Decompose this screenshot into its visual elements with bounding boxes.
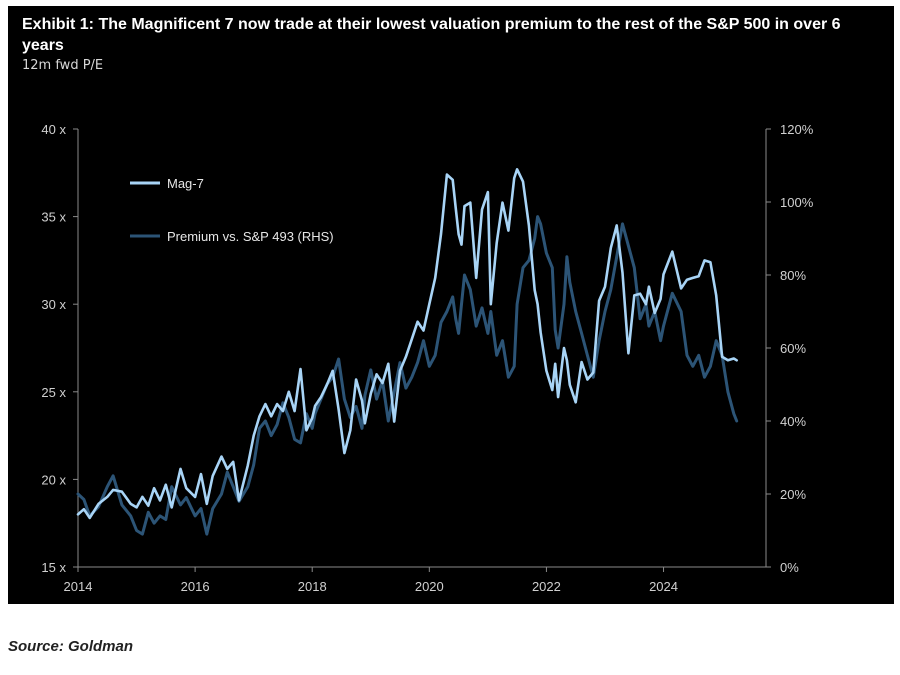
x-tick-label-2014: 2014 [64, 579, 93, 594]
y-right-tick-label-80: 80% [780, 268, 806, 283]
plot-area: 2014 2016 2018 2020 2022 2024 15 x 20 x 25 x 30 x… [41, 122, 813, 594]
y-right-tick-label-100: 100% [780, 195, 814, 210]
chart-subtitle: 12m fwd P/E [22, 58, 104, 73]
series-line-premium [76, 215, 739, 536]
y-right-tick-label-20: 20% [780, 487, 806, 502]
source-note: Source: Goldman [8, 638, 134, 655]
y-left-tick-label-40: 40 x [41, 122, 66, 137]
y-left-tick-label-30: 30 x [41, 297, 66, 312]
legend-label-premium: Premium vs. S&P 493 (RHS) [167, 229, 334, 244]
legend: Mag-7 Premium vs. S&P 493 (RHS) [130, 176, 334, 244]
y-left-tick-label-25: 25 x [41, 385, 66, 400]
x-tick-label-2016: 2016 [181, 579, 210, 594]
x-tick-label-2022: 2022 [532, 579, 561, 594]
y-left-tick-label-20: 20 x [41, 472, 66, 487]
legend-label-mag7: Mag-7 [167, 176, 204, 191]
y-left-tick-label-15: 15 x [41, 560, 66, 575]
series-line-mag7 [76, 168, 739, 520]
chart-title: Exhibit 1: The Magnificent 7 now trade a… [22, 16, 841, 54]
y-right-tick-label-60: 60% [780, 341, 806, 356]
y-left-tick-label-35: 35 x [41, 210, 66, 225]
y-right-tick-label-0: 0% [780, 560, 799, 575]
y-right-tick-label-120: 120% [780, 122, 814, 137]
y-right-tick-label-40: 40% [780, 414, 806, 429]
x-tick-label-2024: 2024 [649, 579, 678, 594]
x-tick-label-2020: 2020 [415, 579, 444, 594]
x-tick-label-2018: 2018 [298, 579, 327, 594]
